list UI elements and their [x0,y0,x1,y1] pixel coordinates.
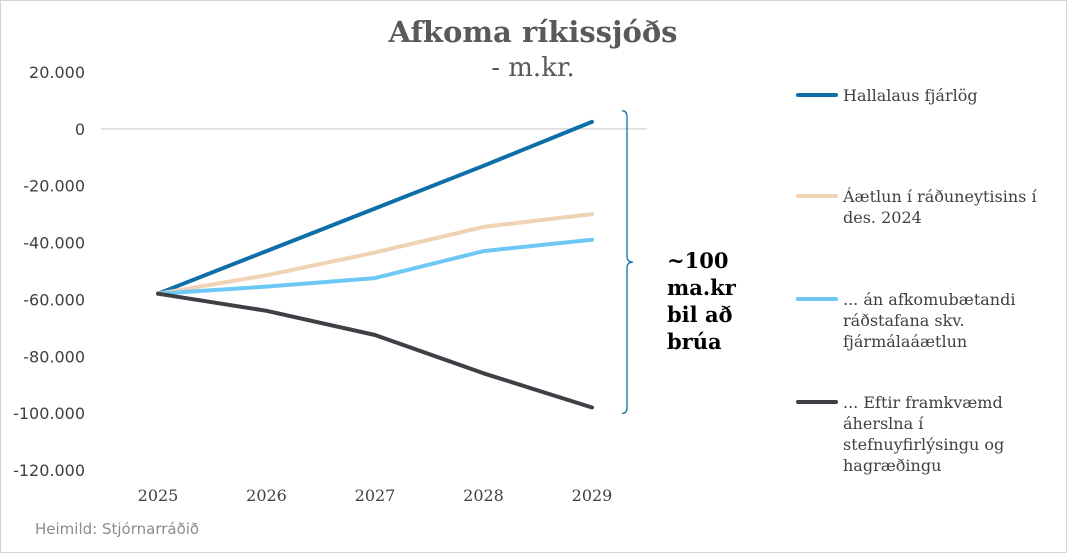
annotation-line: bil að [667,302,733,327]
x-tick-label: 2028 [463,486,504,505]
annotation-line: brúa [667,329,722,354]
x-tick-label: 2025 [138,486,179,505]
legend-label-4: stefnuyfirlýsingu og [843,435,1004,454]
series-line-2 [156,212,594,296]
x-tick-label: 2027 [355,486,396,505]
y-tick-label: -20.000 [23,177,85,196]
annotation-line: ~100 [667,248,728,273]
legend-label-4: áherslna í [843,414,924,433]
chart-title: Afkoma ríkissjóðs [387,15,677,49]
series-line-3 [156,237,594,296]
y-tick-label: 0 [75,120,85,139]
legend-label-1: Hallalaus fjárlög [843,86,978,105]
series-line-1 [156,119,594,296]
y-axis-ticks: 20.000 0 -20.000 -40.000 -60.000 -80.000 -100.… [13,63,85,480]
x-tick-label: 2026 [246,486,287,505]
series-line-4 [156,291,594,410]
chart-subtitle: - m.kr. [491,53,575,83]
annotation-line: ma.kr [667,275,737,300]
y-tick-label: -40.000 [23,234,85,253]
y-tick-label: -100.000 [13,404,85,423]
legend-label-2: Áætlun í ráðuneytisins í [842,186,1037,206]
legend-label-3: ... án afkomubætandi [843,290,1015,309]
y-tick-label: 20.000 [29,63,85,82]
y-tick-label: -120.000 [13,461,85,480]
y-tick-label: -80.000 [23,347,85,366]
x-axis-ticks: 2025 2026 2027 2028 2029 [138,486,613,505]
legend: Hallalaus fjárlög Áætlun í ráðuneytisins … [796,86,1037,475]
x-tick-label: 2029 [572,486,613,505]
brace-bracket [621,110,634,415]
series-lines [156,119,594,410]
legend-label-3: fjármálaáætlun [843,332,967,351]
legend-label-4: hagræðingu [843,456,941,475]
y-tick-label: -60.000 [23,290,85,309]
legend-label-2: des. 2024 [843,208,922,227]
legend-label-4: ... Eftir framkvæmd [843,393,1003,412]
source-note: Heimild: Stjórnarráðið [35,520,199,538]
legend-label-3: ráðstafana skv. [843,311,965,330]
